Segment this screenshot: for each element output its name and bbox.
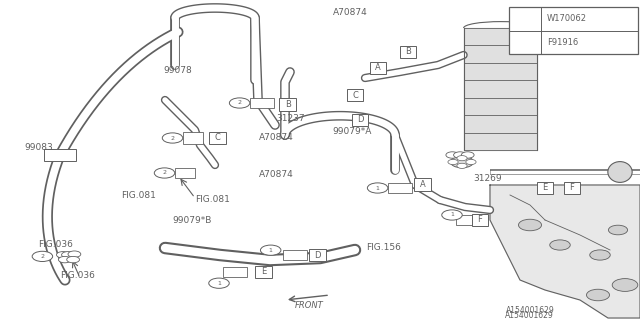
Text: 99078: 99078 — [163, 66, 192, 75]
Text: A154001629: A154001629 — [505, 310, 554, 319]
Circle shape — [590, 250, 611, 260]
Text: B: B — [285, 100, 291, 109]
Bar — [352, 114, 369, 126]
Circle shape — [61, 252, 74, 258]
Polygon shape — [490, 185, 640, 318]
Text: A70874: A70874 — [259, 133, 294, 142]
Circle shape — [457, 156, 467, 161]
Bar — [44, 148, 76, 161]
Circle shape — [548, 29, 561, 35]
Text: F: F — [570, 183, 575, 193]
Text: A: A — [375, 63, 381, 73]
Bar — [309, 249, 326, 261]
Circle shape — [32, 251, 52, 261]
Circle shape — [451, 156, 474, 168]
Bar — [284, 250, 307, 260]
Bar — [509, 7, 638, 54]
Circle shape — [448, 159, 458, 164]
Circle shape — [56, 252, 69, 258]
Bar — [456, 215, 479, 225]
Text: 31237: 31237 — [276, 114, 305, 123]
Text: B: B — [405, 47, 411, 57]
Circle shape — [446, 152, 459, 158]
Text: 99079*A: 99079*A — [333, 127, 372, 136]
Circle shape — [556, 29, 569, 35]
Circle shape — [154, 168, 175, 178]
Circle shape — [163, 133, 183, 143]
Text: F: F — [477, 215, 483, 225]
Text: D: D — [356, 116, 364, 124]
Circle shape — [442, 210, 462, 220]
Text: 1: 1 — [376, 186, 380, 190]
Circle shape — [541, 29, 554, 35]
Bar — [564, 182, 580, 194]
Text: FIG.081: FIG.081 — [195, 196, 230, 204]
Bar — [347, 89, 364, 101]
Text: A154001629: A154001629 — [506, 306, 554, 315]
Text: W170062: W170062 — [547, 14, 588, 23]
Bar — [414, 179, 431, 191]
Text: 2: 2 — [237, 100, 242, 106]
Bar — [472, 214, 488, 227]
Bar — [399, 45, 416, 58]
Text: 1: 1 — [522, 16, 527, 22]
Circle shape — [461, 152, 474, 158]
Text: FRONT: FRONT — [295, 300, 324, 309]
Text: A70874: A70874 — [259, 170, 294, 179]
Bar — [209, 132, 226, 144]
Text: C: C — [352, 91, 358, 100]
Circle shape — [209, 278, 229, 288]
Bar — [184, 132, 203, 144]
Text: 1: 1 — [450, 212, 454, 218]
Circle shape — [609, 225, 628, 235]
Text: FIG.036: FIG.036 — [38, 240, 73, 249]
Text: A70874: A70874 — [333, 8, 367, 17]
Circle shape — [612, 279, 638, 292]
Text: FIG.081: FIG.081 — [122, 191, 156, 200]
Text: 99079*B: 99079*B — [173, 216, 212, 225]
Text: 99083: 99083 — [24, 143, 53, 152]
Text: A: A — [420, 180, 425, 189]
Text: F91916: F91916 — [547, 38, 579, 47]
Text: FIG.156: FIG.156 — [366, 244, 401, 252]
Circle shape — [516, 14, 534, 23]
Bar — [175, 168, 195, 178]
Text: 2: 2 — [523, 40, 527, 45]
Bar — [255, 266, 272, 278]
Bar — [388, 183, 412, 193]
Circle shape — [58, 256, 71, 263]
Text: 31269: 31269 — [474, 174, 502, 183]
Circle shape — [68, 251, 81, 257]
Text: 1: 1 — [269, 248, 273, 253]
Circle shape — [516, 38, 534, 47]
Text: 2: 2 — [40, 254, 44, 259]
Ellipse shape — [608, 162, 632, 182]
Circle shape — [229, 98, 250, 108]
Text: E: E — [542, 183, 548, 193]
Circle shape — [586, 289, 609, 301]
Circle shape — [457, 163, 467, 168]
Text: 2: 2 — [163, 171, 166, 175]
Circle shape — [466, 159, 476, 164]
Text: D: D — [314, 251, 321, 260]
Circle shape — [67, 256, 79, 263]
Bar — [250, 98, 273, 108]
Circle shape — [367, 183, 388, 193]
Text: E: E — [261, 268, 266, 276]
Bar — [537, 182, 554, 194]
Text: FIG.036: FIG.036 — [60, 270, 95, 279]
Text: 1: 1 — [217, 281, 221, 286]
Bar — [370, 61, 387, 74]
Circle shape — [454, 152, 467, 158]
Bar — [279, 98, 296, 111]
Text: C: C — [214, 133, 220, 142]
Circle shape — [550, 240, 570, 250]
Text: 2: 2 — [170, 135, 175, 140]
Circle shape — [260, 245, 281, 255]
Circle shape — [518, 219, 541, 231]
Polygon shape — [463, 28, 537, 150]
Bar — [223, 267, 246, 277]
